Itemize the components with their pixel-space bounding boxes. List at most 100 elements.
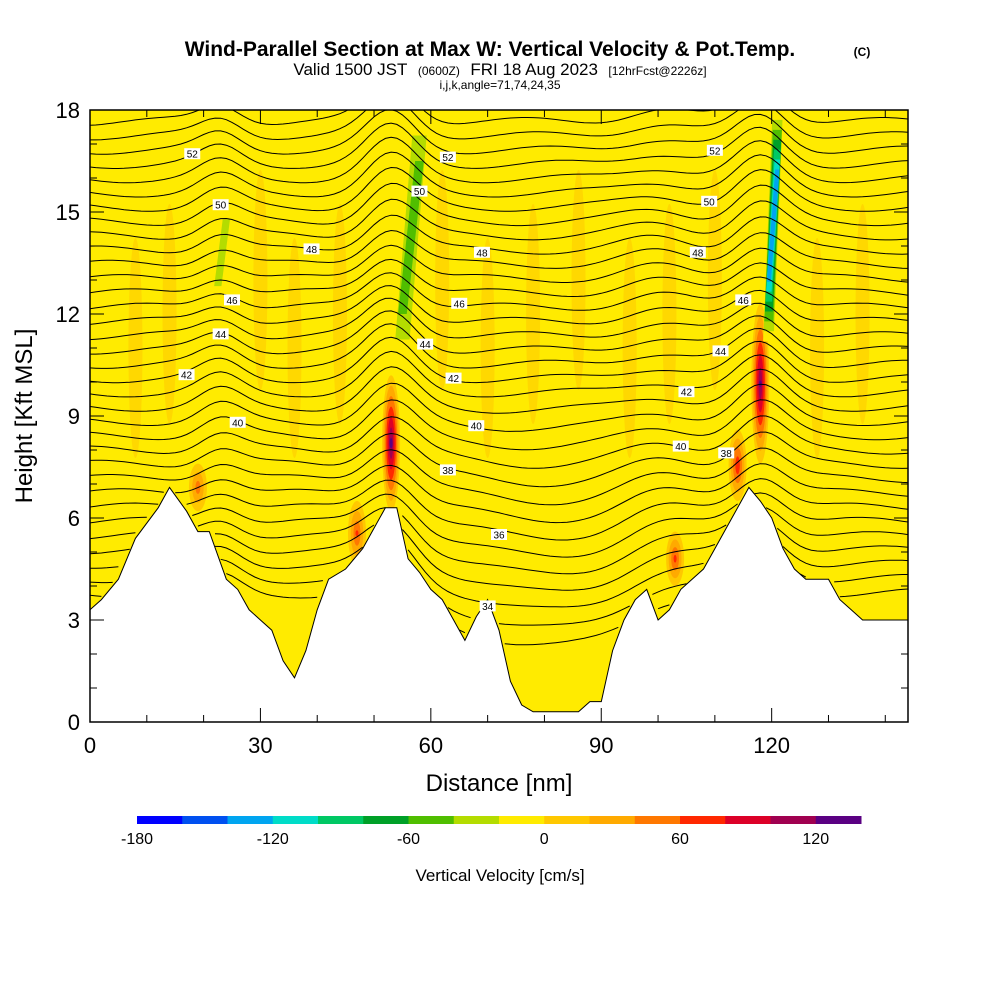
- contour-label-text: 40: [675, 442, 687, 453]
- isentrope-line: [90, 447, 908, 506]
- streak-band: [810, 238, 825, 458]
- contour-label-text: 48: [692, 248, 704, 259]
- colorbar: -180 -120 -60 0 60 120: [121, 816, 862, 848]
- colorbar-swatch: [318, 816, 364, 824]
- contour-label-text: 48: [476, 248, 488, 259]
- contour-label-bg: [718, 447, 735, 459]
- contour-label: 40: [468, 420, 485, 433]
- colorbar-swatch: [182, 816, 228, 824]
- x-tick-label: 120: [753, 733, 790, 758]
- isentrope-line: [90, 524, 908, 591]
- contour-label: 42: [178, 369, 195, 382]
- contour-label-text: 44: [715, 347, 727, 358]
- contour-label-bg: [689, 246, 706, 258]
- streak-band: [128, 238, 143, 458]
- contour-label-bg: [212, 199, 229, 211]
- y-axis-label: Height [Kft MSL]: [11, 329, 38, 504]
- isentrope-line: [90, 229, 908, 269]
- colorbar-title: Vertical Velocity [cm/s]: [415, 866, 584, 885]
- contour-label-bg: [451, 297, 468, 309]
- contour-label-bg: [479, 600, 496, 612]
- contour-label: 46: [224, 294, 241, 307]
- colorbar-swatch: [634, 816, 681, 824]
- contour-label-text: 46: [738, 296, 750, 307]
- isentrope-line: [90, 285, 908, 325]
- streak-band: [622, 238, 637, 458]
- colorbar-swatch: [680, 816, 726, 824]
- y-tick-label: 15: [56, 200, 80, 225]
- y-tick-label: 3: [68, 608, 80, 633]
- contour-label: 44: [212, 328, 229, 341]
- isentrope-line: [90, 415, 908, 469]
- contour-label: 36: [491, 529, 507, 542]
- isentrope-line: [90, 431, 908, 488]
- isentrope-line: [90, 214, 908, 255]
- updraft-core: [673, 554, 677, 563]
- streak-band: [480, 238, 495, 458]
- contour-label-bg: [491, 529, 507, 540]
- colorbar-swatch: [137, 816, 183, 824]
- x-tick-label: 90: [589, 733, 613, 758]
- isentrope-line: [90, 463, 908, 524]
- contour-label: 52: [184, 148, 201, 161]
- isentrope-line: [90, 382, 908, 432]
- updraft-core: [735, 456, 740, 475]
- contour-label-bg: [178, 369, 195, 381]
- streak-band: [571, 170, 586, 390]
- colorbar-swatch: [272, 816, 319, 824]
- isentrope-line: [90, 558, 908, 626]
- updraft-core: [389, 437, 393, 449]
- isentrope-line: [90, 492, 908, 558]
- contour-label-text: 50: [215, 201, 227, 212]
- plot-area: 52 52 52 50 50 50 48 48 48 46 46 46 44 44 44 42 42 42 40 40…: [90, 110, 908, 722]
- contour-label-text: 40: [232, 418, 244, 429]
- isentrope-line: [90, 350, 908, 398]
- colorbar-swatch: [499, 816, 545, 824]
- contour-label-text: 44: [420, 340, 432, 351]
- contour-label-bg: [672, 440, 689, 452]
- isentrope-line: [90, 366, 908, 414]
- x-tick-label: 30: [248, 733, 272, 758]
- contour-label: 46: [735, 294, 752, 307]
- colorbar-swatch: [725, 816, 771, 824]
- contour-label-bg: [712, 345, 729, 357]
- colorbar-swatch: [770, 816, 817, 824]
- contour-label-text: 38: [442, 466, 454, 477]
- contour-label-text: 42: [181, 371, 193, 382]
- contour-label-text: 42: [448, 374, 460, 385]
- contour-label-bg: [678, 386, 695, 398]
- contour-label-bg: [229, 416, 246, 428]
- contour-label: 42: [678, 386, 695, 399]
- downdraft-band: [398, 161, 424, 314]
- isentrope-line: [90, 198, 908, 241]
- colorbar-tick-label: 0: [540, 831, 549, 848]
- streak-band: [707, 170, 722, 390]
- forecast-info: [12hrFcst@2226z]: [608, 64, 706, 78]
- colorbar-tick-label: 120: [802, 831, 829, 848]
- isentrope-line: [90, 136, 908, 184]
- contour-label-text: 52: [709, 146, 721, 157]
- terrain-mask: [90, 486, 908, 722]
- contour-label-bg: [701, 195, 718, 207]
- colorbar-tick-label: -60: [397, 831, 420, 848]
- colorbar-swatch: [363, 816, 409, 824]
- contour-label-bg: [303, 243, 320, 255]
- colorbar-tick-label: 60: [671, 831, 689, 848]
- contour-label-bg: [224, 294, 241, 306]
- contour-label-text: 38: [721, 449, 733, 460]
- isentrope-line: [90, 545, 908, 608]
- contour-label: 46: [451, 297, 468, 310]
- isentrope-line: [90, 297, 908, 341]
- contour-label-bg: [439, 151, 456, 163]
- title-units-suffix: (C): [854, 45, 871, 59]
- contour-label: 44: [417, 338, 434, 351]
- contour-label-bg: [473, 246, 490, 258]
- colorbar-swatch: [453, 816, 500, 824]
- contour-label-text: 44: [215, 330, 227, 341]
- contour-labels: 52 52 52 50 50 50 48 48 48 46 46 46 44 44 44 42 42 42 40 40…: [178, 144, 752, 613]
- isentrope-line: [90, 258, 908, 298]
- downdraft-band: [766, 169, 780, 282]
- y-tick-label: 18: [56, 98, 80, 123]
